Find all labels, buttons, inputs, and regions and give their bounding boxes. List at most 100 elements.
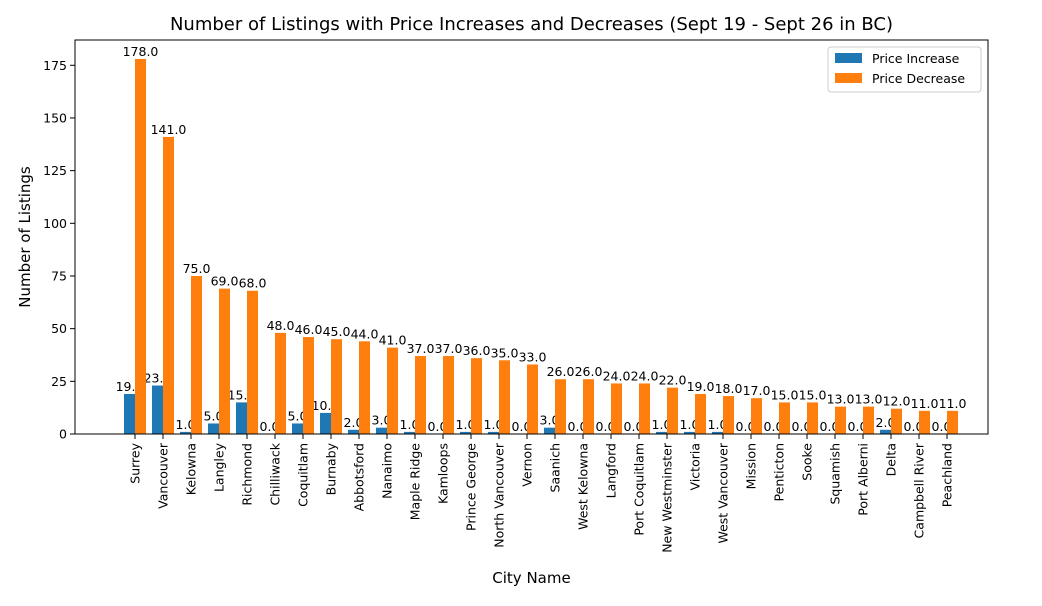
bar-price-decrease <box>919 410 930 434</box>
bar-price-increase <box>376 427 387 434</box>
bar-price-increase <box>320 412 331 434</box>
data-label-price-decrease: 15.0 <box>799 387 827 402</box>
data-label-price-increase: 0.0 <box>848 419 868 434</box>
bar-price-increase <box>152 385 163 434</box>
x-tick-label: Burnaby <box>324 442 339 495</box>
data-label-price-decrease: 24.0 <box>631 368 659 383</box>
data-label-price-decrease: 41.0 <box>379 333 407 348</box>
bar-price-decrease <box>247 290 258 434</box>
data-label-price-increase: 1.0 <box>456 417 476 432</box>
bar-price-decrease <box>443 356 454 434</box>
bar-price-increase <box>544 427 555 434</box>
data-label-price-increase: 2.0 <box>876 415 896 430</box>
chart-title: Number of Listings with Price Increases … <box>170 14 893 35</box>
bar-price-increase <box>712 431 723 434</box>
x-tick-label: Penticton <box>772 443 787 501</box>
legend: Price Increase Price Decrease <box>827 46 982 93</box>
data-label-price-increase: 0.0 <box>428 419 448 434</box>
x-tick-label: Peachland <box>940 443 955 507</box>
data-label-price-decrease: 44.0 <box>351 326 379 341</box>
bar-price-decrease <box>835 406 846 434</box>
y-tick-label: 175 <box>43 58 67 73</box>
x-tick-label: Surrey <box>128 442 143 483</box>
data-label-price-increase: 0.0 <box>596 419 616 434</box>
legend-swatch-price-increase <box>835 53 862 63</box>
data-label-price-increase: 1.0 <box>400 417 420 432</box>
plot-area: 19.023.01.05.015.00.05.010.02.0 3.0 1.0 0.0… <box>43 39 989 553</box>
bar-price-decrease <box>863 406 874 434</box>
data-label-price-increase: 0.0 <box>568 419 588 434</box>
x-tick-label: West Vancouver <box>716 442 731 543</box>
bar-price-decrease <box>387 347 398 434</box>
bar-price-increase <box>460 431 471 434</box>
data-label-price-decrease: 24.0 <box>603 368 631 383</box>
bar-price-decrease <box>947 410 958 434</box>
bar-price-increase <box>208 423 219 434</box>
x-tick-label: Victoria <box>688 443 703 490</box>
data-label-price-decrease: 33.0 <box>519 349 547 364</box>
x-tick-label: Langley <box>212 442 227 492</box>
data-label-price-increase: 2.0 <box>344 415 364 430</box>
data-label-price-decrease: 12.0 <box>883 394 911 409</box>
x-tick-label: Vancouver <box>156 442 171 509</box>
x-tick-label: Prince George <box>464 443 479 531</box>
bar-price-increase <box>488 431 499 434</box>
bar-price-decrease <box>191 275 202 434</box>
data-label-price-decrease: 48.0 <box>267 318 295 333</box>
bar-price-decrease <box>583 379 594 434</box>
bar-price-decrease <box>667 387 678 434</box>
bar-price-decrease <box>723 396 734 434</box>
y-tick-label: 75 <box>51 268 67 283</box>
data-label-price-increase: 0.0 <box>764 419 784 434</box>
x-tick-label: Sooke <box>800 443 815 481</box>
bar-price-increase <box>236 402 247 434</box>
bar-price-decrease <box>163 136 174 434</box>
data-label-price-increase: 1.0 <box>484 417 504 432</box>
data-label-price-increase: 0.0 <box>932 419 952 434</box>
data-label-price-increase: 1.0 <box>708 417 728 432</box>
x-tick-label: Langford <box>604 443 619 498</box>
x-tick-label: West Kelowna <box>576 443 591 530</box>
x-tick-label: Richmond <box>240 443 255 506</box>
data-label-price-increase: 1.0 <box>652 417 672 432</box>
data-label-price-decrease: 141.0 <box>151 122 187 137</box>
bar-price-decrease <box>555 379 566 434</box>
bar-price-decrease <box>415 356 426 434</box>
bar-price-decrease <box>695 393 706 434</box>
data-label-price-decrease: 37.0 <box>407 341 435 356</box>
data-label-price-increase: 0.0 <box>512 419 532 434</box>
x-tick-label: Abbotsford <box>352 443 367 511</box>
data-label-price-decrease: 11.0 <box>911 396 939 411</box>
bar-price-decrease <box>807 402 818 434</box>
bar-price-decrease <box>751 398 762 434</box>
bar-price-decrease <box>611 383 622 434</box>
data-label-price-increase: 0.0 <box>624 419 644 434</box>
legend-swatch-price-decrease <box>835 73 862 83</box>
data-label-price-decrease: 36.0 <box>463 343 491 358</box>
x-tick-label: Delta <box>884 443 899 476</box>
data-label-price-increase: 0.0 <box>736 419 756 434</box>
data-label-price-increase: 3.0 <box>372 413 392 428</box>
x-tick-label: Kamloops <box>436 443 451 504</box>
data-label-price-decrease: 15.0 <box>771 387 799 402</box>
bar-price-increase <box>348 429 359 434</box>
x-tick-label: Port Coquitlam <box>632 443 647 536</box>
bar-price-decrease <box>471 358 482 434</box>
y-axis-title: Number of Listings <box>16 166 34 308</box>
x-tick-label: Saanich <box>548 443 563 492</box>
bar-price-increase <box>292 423 303 434</box>
y-tick-label: 0 <box>59 427 67 442</box>
data-label-price-increase: 1.0 <box>176 417 196 432</box>
data-label-price-decrease: 26.0 <box>575 364 603 379</box>
data-label-price-decrease: 19.0 <box>687 379 715 394</box>
x-tick-label: Squamish <box>828 443 843 505</box>
data-label-price-decrease: 22.0 <box>659 373 687 388</box>
data-label-price-increase: 0.0 <box>904 419 924 434</box>
data-label-price-decrease: 26.0 <box>547 364 575 379</box>
legend-label-price-increase: Price Increase <box>872 51 960 66</box>
y-tick-label: 25 <box>51 374 67 389</box>
data-label-price-decrease: 46.0 <box>295 322 323 337</box>
bar-price-decrease <box>331 339 342 434</box>
bar-price-increase <box>180 431 191 434</box>
data-label-price-increase: 5.0 <box>204 408 224 423</box>
